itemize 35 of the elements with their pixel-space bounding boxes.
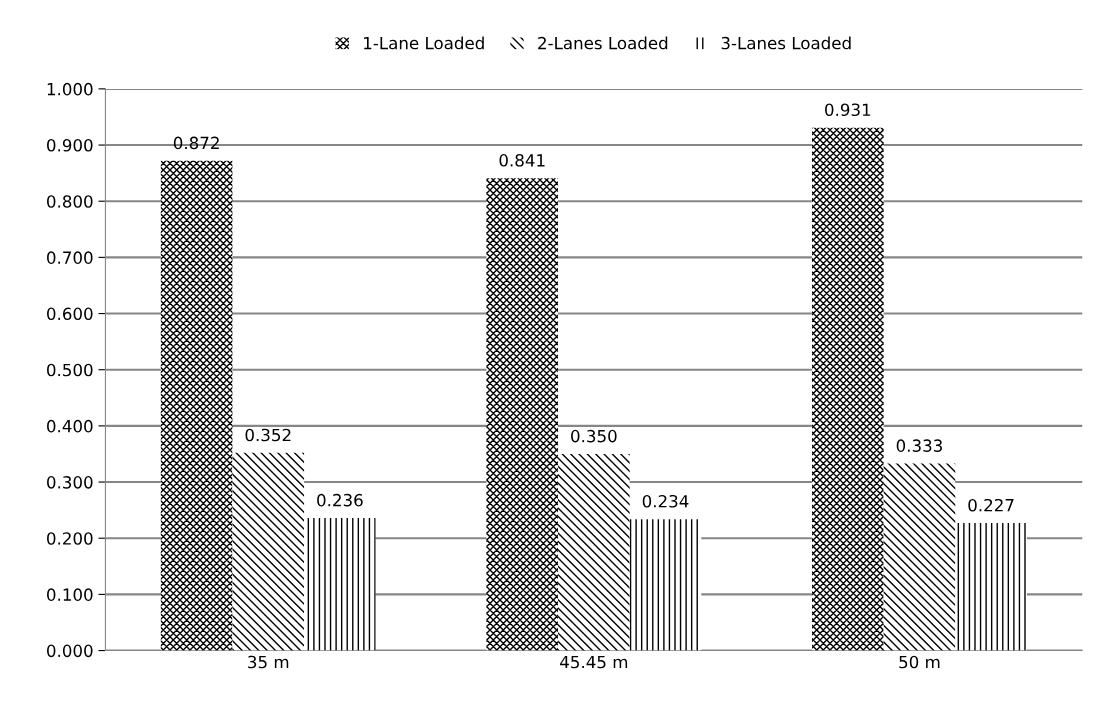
data-label: 0.333 — [896, 439, 942, 452]
data-label: 0.352 — [245, 428, 291, 442]
data-label: 0.931 — [825, 103, 871, 117]
y-tick-label: 0.800 — [47, 195, 93, 208]
y-tick-label: 0.200 — [47, 532, 93, 545]
y-tick-label: 1.000 — [47, 82, 93, 96]
y-tick-label: 0.700 — [47, 251, 93, 264]
y-tick-label: 0.900 — [47, 139, 93, 152]
y-tick-label: 0.400 — [47, 419, 93, 433]
x-tick-label: 50 m — [899, 655, 940, 669]
y-tick-label: 0.500 — [47, 363, 93, 377]
data-label: 0.872 — [173, 136, 219, 150]
bar — [629, 519, 702, 651]
bar — [486, 178, 559, 651]
legend-label: 2-Lanes Loaded — [538, 36, 668, 50]
y-tick-label: 0.600 — [47, 307, 93, 321]
x-tick-label: 45.45 m — [560, 655, 628, 669]
bar — [232, 452, 305, 651]
bar — [883, 463, 956, 651]
bar — [955, 523, 1027, 651]
x-tick-label: 35 m — [248, 655, 289, 669]
y-tick-label: 0.000 — [47, 644, 93, 658]
bar — [812, 127, 884, 651]
bar — [304, 518, 376, 651]
data-label: 0.236 — [317, 493, 363, 507]
y-tick-label: 0.100 — [47, 588, 93, 601]
data-label: 0.350 — [571, 429, 617, 443]
data-label: 0.227 — [968, 498, 1014, 512]
legend-label: 3-Lanes Loaded — [721, 36, 851, 50]
data-label: 0.841 — [499, 154, 545, 167]
legend-label: 1-Lane Loaded — [364, 36, 484, 50]
bar — [558, 453, 630, 651]
y-tick-label: 0.300 — [47, 476, 93, 489]
data-label: 0.234 — [642, 494, 689, 508]
bar — [160, 160, 233, 651]
